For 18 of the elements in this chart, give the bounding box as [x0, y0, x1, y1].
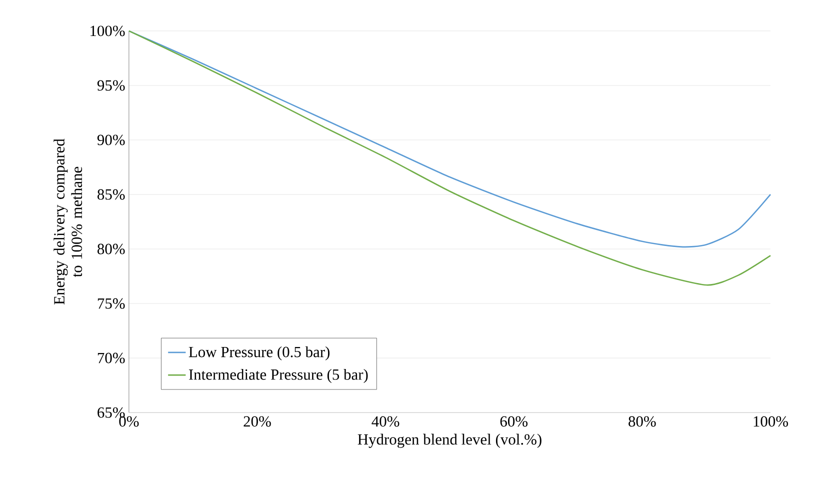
x-tick-label: 80% — [628, 416, 656, 427]
y-tick-label: 65% — [98, 407, 125, 418]
y-tick-label: 100% — [90, 26, 125, 36]
x-axis-title: Hydrogen blend level (vol.%) — [358, 434, 542, 448]
x-tick-label: 0% — [119, 416, 139, 427]
y-tick-label: 90% — [97, 134, 125, 146]
y-tick-label: 75% — [98, 298, 125, 309]
x-tick-label: 40% — [372, 416, 400, 427]
legend-label: Intermediate Pressure (5 bar) — [188, 369, 368, 384]
y-tick-label: 80% — [98, 244, 125, 254]
y-tick-label: 70% — [98, 352, 125, 364]
x-tick-label: 100% — [754, 416, 788, 427]
y-tick-label: 85% — [98, 189, 125, 200]
x-tick-label: 20% — [244, 416, 271, 427]
legend-label: Low Pressure (0.5 bar) — [188, 346, 330, 360]
y-axis-title: Energy delivery compared to 100% methane — [54, 138, 82, 305]
x-tick-label: 60% — [500, 416, 528, 427]
y-tick-label: 95% — [97, 80, 125, 91]
